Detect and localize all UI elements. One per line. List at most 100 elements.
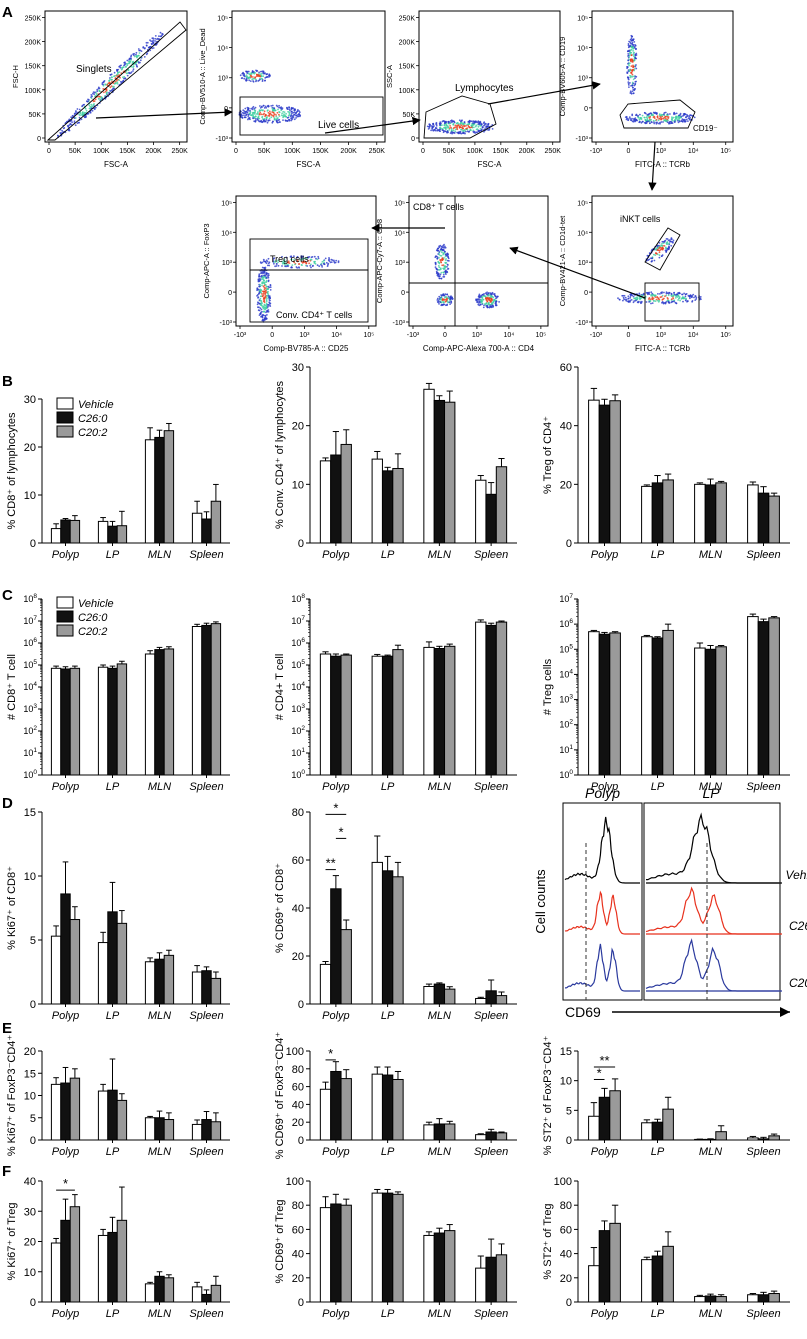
event-dot [116, 82, 119, 85]
event-dot [267, 105, 270, 108]
bar-c202 [163, 1277, 175, 1303]
y-tick-label: 10⁵ [221, 200, 232, 207]
event-dot [281, 265, 283, 267]
event-dot [259, 105, 261, 107]
event-dot [665, 243, 668, 246]
event-dot [245, 114, 248, 116]
event-dot [256, 303, 259, 306]
y-tick-label: 10⁴ [577, 230, 588, 237]
bar-c260 [485, 990, 497, 1005]
x-tick-label: Polyp [591, 1146, 619, 1158]
event-dot [447, 125, 449, 128]
y-tick-label: 10⁴ [394, 230, 405, 237]
event-dot [460, 128, 463, 131]
event-dot [293, 111, 296, 114]
y-tick-label: 0 [401, 290, 405, 297]
event-dot [635, 114, 637, 117]
event-dot [73, 120, 76, 123]
event-dot [268, 119, 271, 122]
significance-label: * [63, 1176, 68, 1191]
event-dot [444, 293, 447, 296]
event-dot [273, 118, 276, 120]
event-dot [631, 90, 634, 93]
event-dot [629, 52, 631, 55]
event-dot [261, 293, 263, 295]
event-dot [280, 114, 283, 117]
x-tick-label: 10³ [472, 332, 483, 339]
event-dot [250, 72, 253, 75]
bar-c260 [485, 624, 497, 776]
event-dot [629, 45, 631, 48]
x-tick-label: LP [381, 1146, 395, 1158]
bar-c202 [609, 1222, 621, 1303]
event-dot [288, 118, 290, 121]
event-dot [668, 121, 671, 124]
event-dot [441, 120, 444, 123]
event-dot [462, 130, 464, 133]
event-dot [677, 299, 679, 301]
bar-c202 [444, 1230, 456, 1303]
y-tick-label: 50K [29, 112, 42, 119]
x-tick-label: Spleen [189, 1308, 223, 1320]
event-dot [96, 90, 99, 93]
event-dot [106, 91, 108, 94]
event-dot [136, 55, 139, 58]
event-dot [284, 264, 286, 266]
event-dot [666, 114, 668, 116]
event-dot [139, 49, 142, 52]
event-dot [258, 113, 261, 115]
event-dot [88, 104, 91, 107]
y-tick-label: 10 [292, 479, 304, 491]
bar-c202 [69, 1206, 81, 1303]
event-dot [261, 302, 263, 305]
event-dot [288, 262, 291, 264]
event-dot [658, 254, 661, 257]
x-tick-label: Polyp [52, 1146, 80, 1158]
event-dot [259, 107, 262, 109]
bar-c202 [392, 649, 404, 776]
event-dot [484, 297, 487, 300]
event-dot [247, 72, 250, 75]
event-dot [442, 131, 445, 134]
event-dot [255, 118, 257, 120]
event-dot [658, 242, 661, 244]
event-dot [263, 311, 266, 313]
event-dot [445, 126, 448, 129]
bar-c202 [495, 466, 508, 544]
event-dot [446, 266, 448, 268]
event-dot [265, 272, 268, 275]
event-dot [447, 121, 450, 123]
event-dot [457, 132, 460, 135]
event-dot [643, 112, 646, 114]
event-dot [333, 259, 335, 262]
event-dot [436, 299, 439, 301]
event-dot [249, 74, 252, 77]
event-dot [267, 275, 269, 278]
event-dot [106, 84, 109, 86]
gate-conv [249, 269, 369, 323]
event-dot [445, 271, 447, 273]
event-dot [90, 103, 93, 106]
event-dot [477, 303, 480, 306]
event-dot [430, 129, 432, 132]
significance-label: * [333, 800, 338, 815]
y-tick-label: 0 [228, 290, 232, 297]
bar-c202 [69, 919, 81, 1005]
event-dot [630, 65, 633, 68]
event-dot [473, 126, 475, 129]
x-tick-label: Polyp [322, 1010, 350, 1022]
event-dot [461, 127, 464, 129]
event-dot [485, 123, 487, 125]
event-dot [300, 264, 303, 266]
event-dot [631, 39, 634, 42]
event-dot [278, 104, 280, 107]
y-tick-label: 102 [559, 719, 573, 730]
event-dot [263, 72, 265, 75]
event-dot [143, 56, 146, 58]
event-dot [290, 113, 293, 115]
event-dot [302, 261, 305, 263]
event-dot [474, 132, 477, 134]
